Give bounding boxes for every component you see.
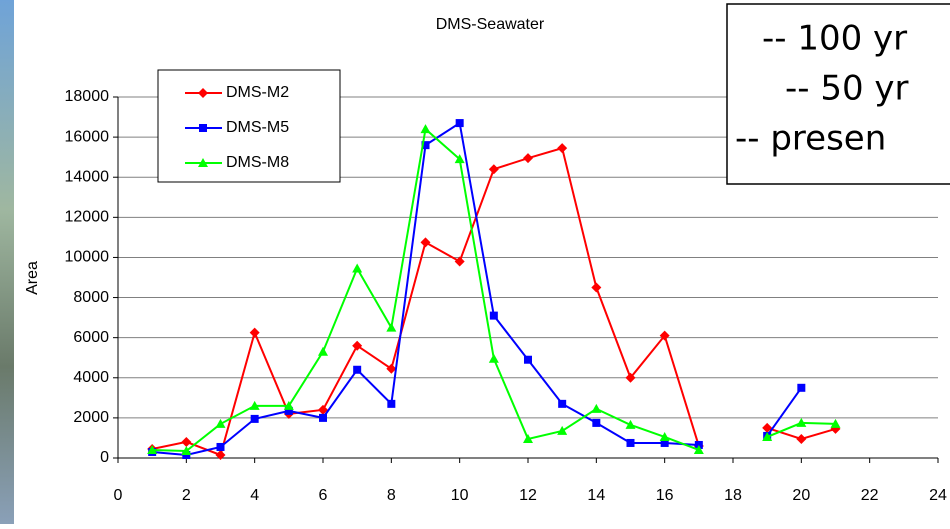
marker	[797, 383, 806, 392]
marker	[591, 403, 602, 413]
marker	[796, 433, 807, 444]
marker	[250, 414, 259, 423]
y-tick-label: 4000	[73, 369, 109, 386]
marker	[488, 353, 499, 363]
marker	[591, 282, 602, 293]
marker	[249, 400, 260, 410]
x-tick-label: 22	[861, 487, 879, 504]
marker	[420, 237, 431, 248]
marker	[694, 440, 703, 449]
marker	[660, 438, 669, 447]
marker	[830, 418, 841, 428]
marker	[592, 418, 601, 427]
marker	[625, 372, 636, 383]
marker	[199, 124, 207, 132]
marker	[557, 143, 568, 154]
annotation-text: -- presen	[735, 119, 886, 159]
y-tick-label: 10000	[65, 249, 110, 266]
chart-title: DMS-Seawater	[436, 16, 545, 33]
x-tick-label: 20	[792, 487, 810, 504]
x-tick-label: 8	[387, 487, 396, 504]
legend-label: DMS-M2	[226, 84, 289, 101]
marker	[181, 436, 192, 447]
x-tick-label: 6	[319, 487, 328, 504]
marker	[215, 449, 226, 460]
marker	[353, 365, 362, 374]
annotation-text: -- 50 yr	[785, 69, 909, 109]
marker	[626, 438, 635, 447]
y-tick-label: 6000	[73, 329, 109, 346]
x-tick-label: 12	[519, 487, 537, 504]
marker	[283, 400, 294, 410]
marker	[454, 154, 465, 164]
legend-label: DMS-M8	[226, 154, 289, 171]
marker	[352, 263, 363, 273]
y-tick-label: 2000	[73, 409, 109, 426]
x-tick-label: 0	[114, 487, 123, 504]
marker	[147, 444, 158, 454]
annotation-box: -- 100 yr -- 50 yr -- presen	[726, 3, 950, 185]
marker	[454, 256, 465, 267]
marker	[318, 346, 328, 356]
marker	[625, 419, 636, 429]
marker	[387, 399, 396, 408]
marker	[762, 431, 773, 441]
marker	[524, 355, 532, 364]
x-tick-label: 14	[587, 487, 605, 504]
marker	[284, 406, 293, 415]
marker	[557, 425, 568, 435]
x-tick-label: 24	[929, 487, 947, 504]
y-tick-label: 18000	[65, 88, 110, 105]
marker	[488, 164, 499, 175]
x-tick-label: 16	[656, 487, 674, 504]
marker	[318, 404, 328, 415]
legend-label: DMS-M5	[226, 119, 289, 136]
marker	[558, 399, 567, 408]
background-photo-strip	[0, 0, 14, 524]
marker	[198, 88, 208, 98]
marker	[386, 363, 397, 374]
y-tick-label: 0	[100, 449, 109, 466]
legend: DMS-M2 DMS-M5 DMS-M8	[157, 69, 341, 183]
y-axis-label: Area	[24, 261, 41, 295]
marker	[659, 431, 670, 441]
y-tick-label: 8000	[73, 289, 109, 306]
marker	[796, 417, 807, 427]
marker	[198, 158, 208, 167]
marker	[216, 442, 225, 451]
marker	[182, 450, 191, 459]
marker	[762, 422, 773, 433]
marker	[352, 340, 363, 351]
marker	[319, 413, 327, 422]
x-tick-label: 4	[250, 487, 259, 504]
x-tick-label: 18	[724, 487, 742, 504]
marker	[420, 124, 431, 134]
marker	[489, 311, 498, 320]
annotation-text: -- 100 yr	[762, 19, 907, 59]
marker	[421, 141, 430, 150]
x-tick-label: 2	[182, 487, 191, 504]
marker	[455, 119, 464, 128]
marker	[181, 445, 192, 455]
annotation-frame	[726, 3, 950, 185]
x-tick-label: 10	[451, 487, 469, 504]
marker	[386, 322, 397, 332]
marker	[215, 418, 226, 428]
marker	[659, 330, 670, 341]
y-tick-label: 12000	[65, 209, 110, 226]
marker	[249, 327, 260, 338]
marker	[693, 444, 704, 454]
y-tick-label: 14000	[65, 168, 110, 185]
y-tick-label: 16000	[65, 128, 110, 145]
marker	[523, 433, 533, 443]
marker	[523, 153, 533, 164]
